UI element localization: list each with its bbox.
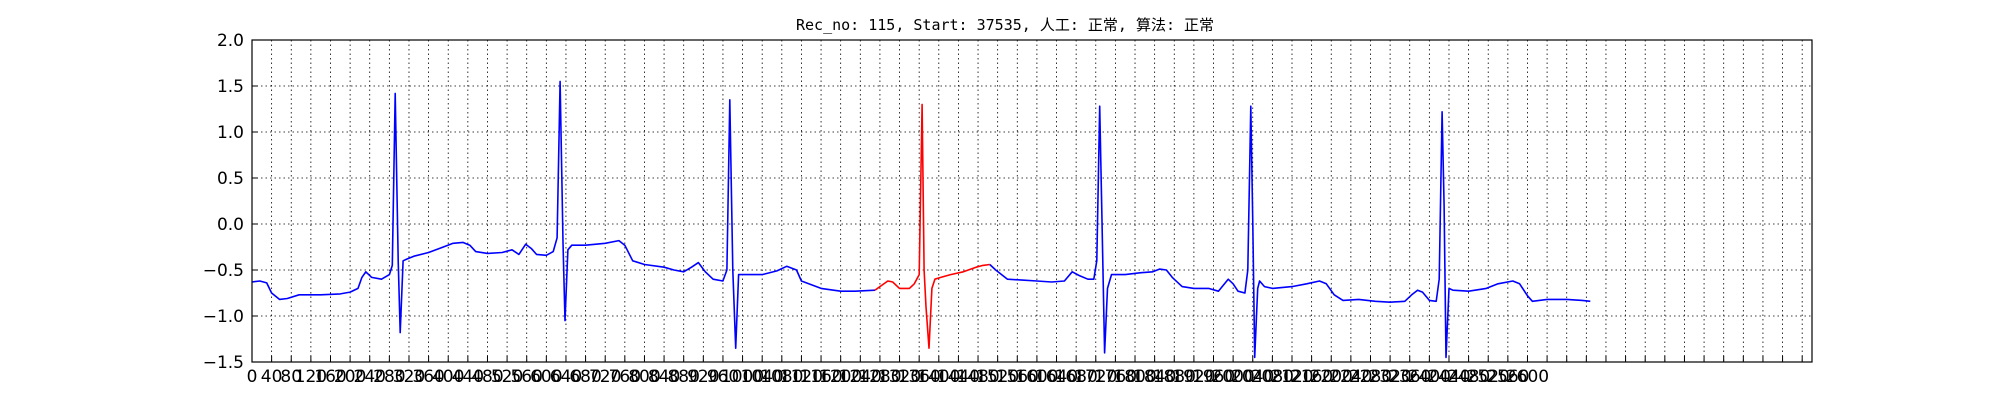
x-tick-label: 1000	[721, 367, 764, 387]
x-tick-label: 2120	[1270, 367, 1313, 387]
y-tick-label: −1.5	[203, 353, 244, 373]
axis-ticks: 0 408012016020024028032036040044048052056…	[203, 31, 1803, 387]
x-tick-label: 1800	[1113, 367, 1156, 387]
x-tick-label: 1880	[1153, 367, 1196, 387]
ecg-trace-segment-2	[874, 103, 990, 350]
x-tick-label: 440	[452, 367, 484, 387]
x-tick-label: 1680	[1055, 367, 1098, 387]
x-tick-label: 1120	[780, 367, 823, 387]
x-tick-label: 2320	[1368, 367, 1411, 387]
x-tick-label: 600	[530, 367, 562, 387]
x-tick-label: 1520	[976, 367, 1019, 387]
plot-area-frame	[251, 39, 1813, 363]
x-tick-label: 320	[393, 367, 425, 387]
x-tick-label: 2440	[1427, 367, 1470, 387]
x-tick-label: 1960	[1192, 367, 1235, 387]
x-tick-label: 2000	[1211, 367, 1254, 387]
x-tick-label: 2160	[1290, 367, 1333, 387]
y-tick-label: 1.0	[217, 123, 244, 143]
x-tick-label: 1080	[760, 367, 803, 387]
x-tick-label: 960	[707, 367, 739, 387]
x-tick-label: 1560	[996, 367, 1039, 387]
x-tick-label: 880	[667, 367, 699, 387]
y-tick-label: −0.5	[203, 261, 244, 281]
y-tick-label: 1.5	[217, 77, 244, 97]
x-tick-label: 1280	[858, 367, 901, 387]
x-tick-label: 2360	[1388, 367, 1431, 387]
x-tick-label: 1840	[1133, 367, 1176, 387]
x-tick-label: 2480	[1447, 367, 1490, 387]
x-tick-label: 1760	[1094, 367, 1137, 387]
x-tick-label: 2560	[1486, 367, 1529, 387]
x-tick-label: 2040	[1231, 367, 1274, 387]
x-tick-label: 400	[432, 367, 464, 387]
ecg-trace-segment-1	[251, 80, 876, 350]
x-tick-label: 1920	[1172, 367, 1215, 387]
x-tick-label: 1640	[1035, 367, 1078, 387]
x-tick-label: 520	[491, 367, 523, 387]
x-tick-label: 2400	[1408, 367, 1451, 387]
x-tick-label: 680	[569, 367, 601, 387]
x-tick-label: 1320	[878, 367, 921, 387]
x-tick-label: 200	[334, 367, 366, 387]
x-tick-label: 1200	[819, 367, 862, 387]
x-tick-label: 2600	[1506, 367, 1549, 387]
x-tick-label: 480	[471, 367, 503, 387]
x-tick-label: 640	[550, 367, 582, 387]
y-tick-label: −1.0	[203, 307, 244, 327]
x-tick-label: 2520	[1467, 367, 1510, 387]
x-tick-label: 800	[628, 367, 660, 387]
y-tick-label: 2.0	[217, 31, 244, 51]
x-tick-label: 1440	[937, 367, 980, 387]
x-tick-label: 1240	[839, 367, 882, 387]
x-tick-label: 760	[609, 367, 641, 387]
series-group	[251, 80, 1591, 359]
x-tick-label: 920	[687, 367, 719, 387]
x-tick-label: 160	[314, 367, 346, 387]
x-tick-label: 1040	[741, 367, 784, 387]
x-tick-label: 40	[261, 367, 283, 387]
x-tick-label: 1360	[898, 367, 941, 387]
x-tick-label: 120	[295, 367, 327, 387]
x-tick-label: 1720	[1074, 367, 1117, 387]
x-tick-label: 1400	[917, 367, 960, 387]
x-tick-label: 80	[280, 367, 302, 387]
x-tick-label: 2280	[1349, 367, 1392, 387]
x-tick-label: 1160	[799, 367, 842, 387]
y-tick-label: 0.0	[217, 215, 244, 235]
x-tick-label: 720	[589, 367, 621, 387]
x-tick-label: 280	[373, 367, 405, 387]
x-tick-label: 240	[354, 367, 386, 387]
ecg-trace-segment-3	[989, 105, 1591, 359]
x-tick-label: 1600	[1015, 367, 1058, 387]
x-tick-label: 360	[412, 367, 444, 387]
x-tick-label: 1480	[956, 367, 999, 387]
x-tick-label: 2200	[1310, 367, 1353, 387]
x-tick-label: 0	[247, 367, 258, 387]
y-tick-label: 0.5	[217, 169, 244, 189]
x-tick-label: 2240	[1329, 367, 1372, 387]
grid-lines	[251, 39, 1812, 363]
chart-title: Rec_no: 115, Start: 37535, 人工: 正常, 算法: 正…	[796, 16, 1214, 34]
x-tick-label: 840	[648, 367, 680, 387]
x-tick-label: 560	[510, 367, 542, 387]
x-tick-label: 2080	[1251, 367, 1294, 387]
